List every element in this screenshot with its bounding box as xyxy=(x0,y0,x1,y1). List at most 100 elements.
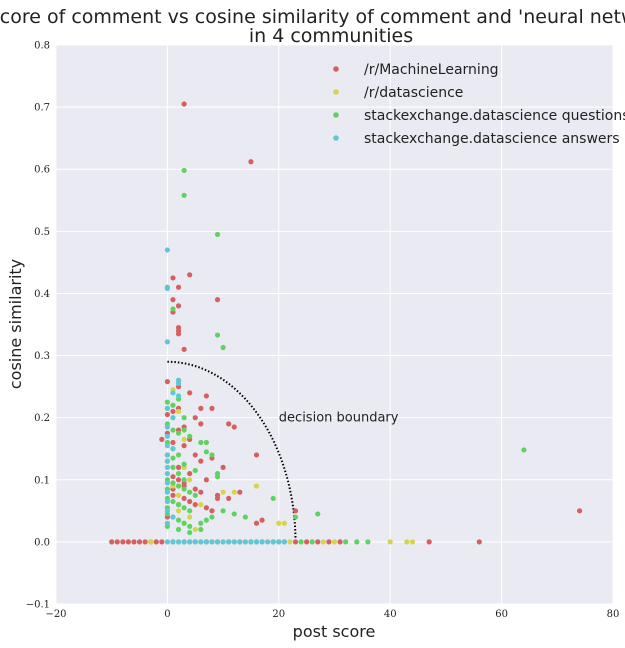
data-point-series-2 xyxy=(175,408,182,415)
data-point-series-1 xyxy=(125,539,132,545)
data-point-series-2 xyxy=(231,489,237,495)
data-point-series-4 xyxy=(242,539,248,545)
data-point-series-1 xyxy=(181,346,187,352)
chart-title-line-1: score of comment vs cosine similarity of… xyxy=(0,6,625,28)
data-point-series-1 xyxy=(153,539,159,545)
data-point-series-1 xyxy=(192,486,198,492)
data-point-series-3 xyxy=(175,526,182,533)
data-point-series-3 xyxy=(192,492,198,498)
data-point-series-4 xyxy=(164,498,170,505)
data-point-series-1 xyxy=(181,443,187,449)
x-tick-label: 80 xyxy=(607,609,620,620)
y-tick-label: 0.6 xyxy=(34,165,50,176)
data-point-series-3 xyxy=(170,464,176,470)
data-point-series-1 xyxy=(187,470,193,477)
data-point-series-4 xyxy=(170,539,176,545)
data-point-series-3 xyxy=(209,452,215,458)
data-point-series-1 xyxy=(220,464,226,470)
data-point-series-1 xyxy=(326,539,332,545)
data-point-series-4 xyxy=(164,489,170,495)
data-point-series-3 xyxy=(181,520,187,526)
data-point-series-4 xyxy=(265,539,271,545)
data-point-series-3 xyxy=(298,539,304,545)
data-point-series-4 xyxy=(253,539,260,545)
data-point-series-4 xyxy=(175,393,182,399)
x-tick-label: 0 xyxy=(164,609,170,620)
data-point-series-3 xyxy=(521,447,527,453)
data-point-series-4 xyxy=(175,380,182,387)
data-point-series-1 xyxy=(136,539,143,545)
data-point-series-3 xyxy=(187,508,193,514)
legend-entry: stackexchange.datascience questions xyxy=(364,108,625,124)
data-point-series-2 xyxy=(409,539,416,545)
data-point-series-3 xyxy=(214,332,221,338)
data-point-series-3 xyxy=(181,415,187,421)
data-point-series-1 xyxy=(181,101,187,107)
y-tick-label: 0.2 xyxy=(34,413,50,424)
data-point-series-1 xyxy=(114,539,120,545)
data-point-series-2 xyxy=(387,539,393,545)
legend: /r/MachineLearning/r/datascience stackexc… xyxy=(333,62,625,147)
data-point-series-4 xyxy=(192,539,198,545)
data-point-series-3 xyxy=(175,470,182,477)
data-point-series-1 xyxy=(292,508,299,514)
data-point-series-2 xyxy=(276,520,282,526)
data-point-series-3 xyxy=(209,514,215,520)
data-point-series-3 xyxy=(203,517,209,523)
data-point-series-1 xyxy=(214,297,221,303)
decision-boundary-label: decision boundary xyxy=(279,411,399,426)
data-point-series-1 xyxy=(259,517,265,523)
data-point-series-3 xyxy=(203,449,209,455)
data-point-series-1 xyxy=(203,505,209,511)
data-point-series-4 xyxy=(248,539,254,545)
data-point-series-1 xyxy=(170,408,176,415)
data-point-series-1 xyxy=(304,539,310,545)
data-point-series-3 xyxy=(192,467,198,474)
data-point-series-2 xyxy=(281,520,287,526)
data-point-series-3 xyxy=(170,455,176,461)
data-point-series-3 xyxy=(343,539,349,545)
data-point-series-1 xyxy=(159,436,165,443)
data-point-series-4 xyxy=(164,405,170,411)
tick-labels: −20 0 20 40 60 80 −0.1 0.0 0.1 0.2 0.3 0.4 0.5 0.6 0.7… xyxy=(26,41,620,621)
data-point-series-1 xyxy=(170,492,176,498)
plot-area xyxy=(56,45,613,604)
data-point-series-3 xyxy=(170,402,176,408)
data-point-series-1 xyxy=(192,502,198,508)
data-point-series-2 xyxy=(181,436,187,443)
data-point-series-4 xyxy=(170,415,176,421)
data-point-series-2 xyxy=(220,489,226,495)
y-tick-label: 0.4 xyxy=(34,289,50,300)
data-point-series-1 xyxy=(175,303,182,309)
data-point-series-2 xyxy=(320,539,326,545)
data-point-series-1 xyxy=(253,520,260,526)
data-point-series-4 xyxy=(226,539,232,545)
data-point-series-3 xyxy=(187,433,193,439)
legend-marker xyxy=(333,66,339,72)
data-point-series-3 xyxy=(170,427,176,433)
data-point-series-3 xyxy=(270,495,276,502)
data-point-series-1 xyxy=(253,452,260,458)
data-point-series-1 xyxy=(337,539,343,545)
data-point-series-2 xyxy=(187,477,193,483)
data-point-series-1 xyxy=(192,415,198,421)
data-point-series-4 xyxy=(170,514,176,520)
data-point-series-1 xyxy=(198,458,204,464)
data-point-series-3 xyxy=(198,526,204,533)
data-point-series-1 xyxy=(181,495,187,502)
data-point-series-2 xyxy=(192,526,198,533)
data-point-series-4 xyxy=(170,446,176,452)
y-tick-label: 0.8 xyxy=(34,41,50,52)
legend-entry: /r/MachineLearning xyxy=(364,62,499,78)
data-point-series-2 xyxy=(331,539,338,545)
legend-entry: stackexchange.datascience answers xyxy=(364,131,620,147)
data-point-series-1 xyxy=(175,284,182,290)
legend-marker xyxy=(333,135,339,141)
data-point-series-1 xyxy=(170,275,176,281)
y-tick-label: 0.5 xyxy=(34,227,50,238)
data-point-series-3 xyxy=(187,529,193,536)
data-point-series-3 xyxy=(365,539,371,545)
data-point-series-1 xyxy=(170,439,176,446)
data-point-series-3 xyxy=(181,192,187,198)
